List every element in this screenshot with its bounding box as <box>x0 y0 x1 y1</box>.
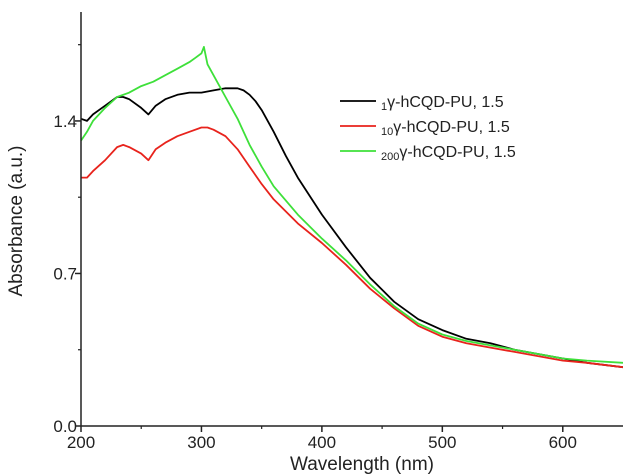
x-tick-label: 300 <box>187 433 215 452</box>
y-tick-label: 1.4 <box>53 112 77 131</box>
y-tick-label: 0.7 <box>53 264 77 283</box>
y-tick-label: 0.0 <box>53 417 77 436</box>
x-tick-label: 500 <box>428 433 456 452</box>
x-tick-label: 200 <box>67 433 95 452</box>
legend-label: 1γ-hCQD-PU, 1.5 <box>381 94 504 113</box>
x-axis-label: Wavelength (nm) <box>290 454 434 474</box>
legend: 1γ-hCQD-PU, 1.5 10γ-hCQD-PU, 1.5 200γ-hCQD… <box>340 94 516 163</box>
y-axis-label: Absorbance (a.u.) <box>6 145 27 296</box>
y-axis-ticks: 0.0 0.7 1.4 <box>53 44 81 436</box>
legend-label: 200γ-hCQD-PU, 1.5 <box>381 144 516 163</box>
series-line-2 <box>81 126 623 369</box>
series-line-3 <box>80 46 623 364</box>
series-lines <box>80 46 623 369</box>
x-tick-label: 600 <box>549 433 577 452</box>
series-line-1 <box>80 87 623 369</box>
legend-label: 10γ-hCQD-PU, 1.5 <box>381 119 510 138</box>
x-axis-ticks: 200 300 400 500 600 <box>67 426 577 452</box>
x-tick-label: 400 <box>308 433 336 452</box>
